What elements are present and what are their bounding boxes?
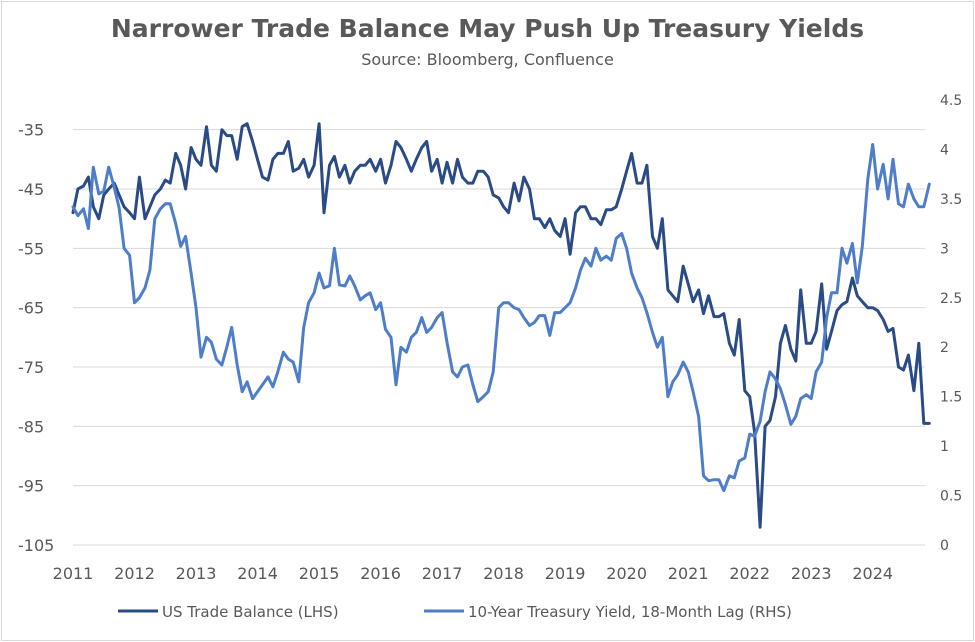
- left-tick-label: -105: [18, 536, 54, 555]
- x-tick-label: 2016: [360, 564, 401, 583]
- right-tick-label: 1: [940, 439, 949, 455]
- legend: US Trade Balance (LHS) 10-Year Treasury Y…: [118, 603, 792, 621]
- right-tick-label: 3: [940, 241, 949, 257]
- right-tick-label: 2: [940, 340, 949, 356]
- x-tick-label: 2018: [483, 564, 524, 583]
- right-tick-label: 0.5: [940, 489, 962, 505]
- right-axis-ticks: 4.5 4 3.5 3 2.5 2 1.5 1 0.5 0: [940, 93, 962, 554]
- chart-subtitle: Source: Bloomberg, Confluence: [361, 50, 614, 69]
- right-tick-label: 2.5: [940, 291, 962, 307]
- left-tick-label: -75: [18, 358, 44, 377]
- right-tick-label: 4.5: [940, 93, 962, 109]
- x-tick-label: 2015: [299, 564, 340, 583]
- x-tick-label: 2023: [791, 564, 832, 583]
- x-tick-label: 2014: [237, 564, 278, 583]
- x-tick-label: 2017: [422, 564, 463, 583]
- left-tick-label: -85: [18, 417, 44, 436]
- right-tick-label: 3.5: [940, 192, 962, 208]
- x-tick-label: 2012: [114, 564, 155, 583]
- series-lines: [71, 122, 931, 529]
- x-tick-label: 2020: [606, 564, 647, 583]
- right-tick-label: 4: [940, 142, 949, 158]
- right-tick-label: 1.5: [940, 390, 962, 406]
- x-tick-label: 2013: [176, 564, 217, 583]
- left-tick-label: -55: [18, 239, 44, 258]
- left-tick-label: -65: [18, 299, 44, 318]
- right-tick-label: 0: [940, 538, 949, 554]
- treasury-yield-line: [71, 143, 931, 493]
- left-axis-ticks: -35 -45 -55 -65 -75 -85 -95 -105: [18, 121, 54, 555]
- chart-title: Narrower Trade Balance May Push Up Treas…: [110, 14, 865, 43]
- legend-label: 10-Year Treasury Yield, 18-Month Lag (RH…: [468, 603, 792, 621]
- x-tick-label: 2019: [545, 564, 586, 583]
- left-tick-label: -95: [18, 477, 44, 496]
- left-tick-label: -35: [18, 121, 44, 140]
- left-tick-label: -45: [18, 180, 44, 199]
- x-tick-label: 2011: [53, 564, 94, 583]
- trade-balance-line: [71, 122, 931, 529]
- x-axis-ticks: 2011 2012 2013 2014 2015 2016 2017 2018 2019 2020…: [53, 564, 893, 583]
- x-tick-label: 2022: [729, 564, 770, 583]
- legend-label: US Trade Balance (LHS): [162, 603, 339, 621]
- x-tick-label: 2021: [668, 564, 709, 583]
- x-tick-label: 2024: [852, 564, 893, 583]
